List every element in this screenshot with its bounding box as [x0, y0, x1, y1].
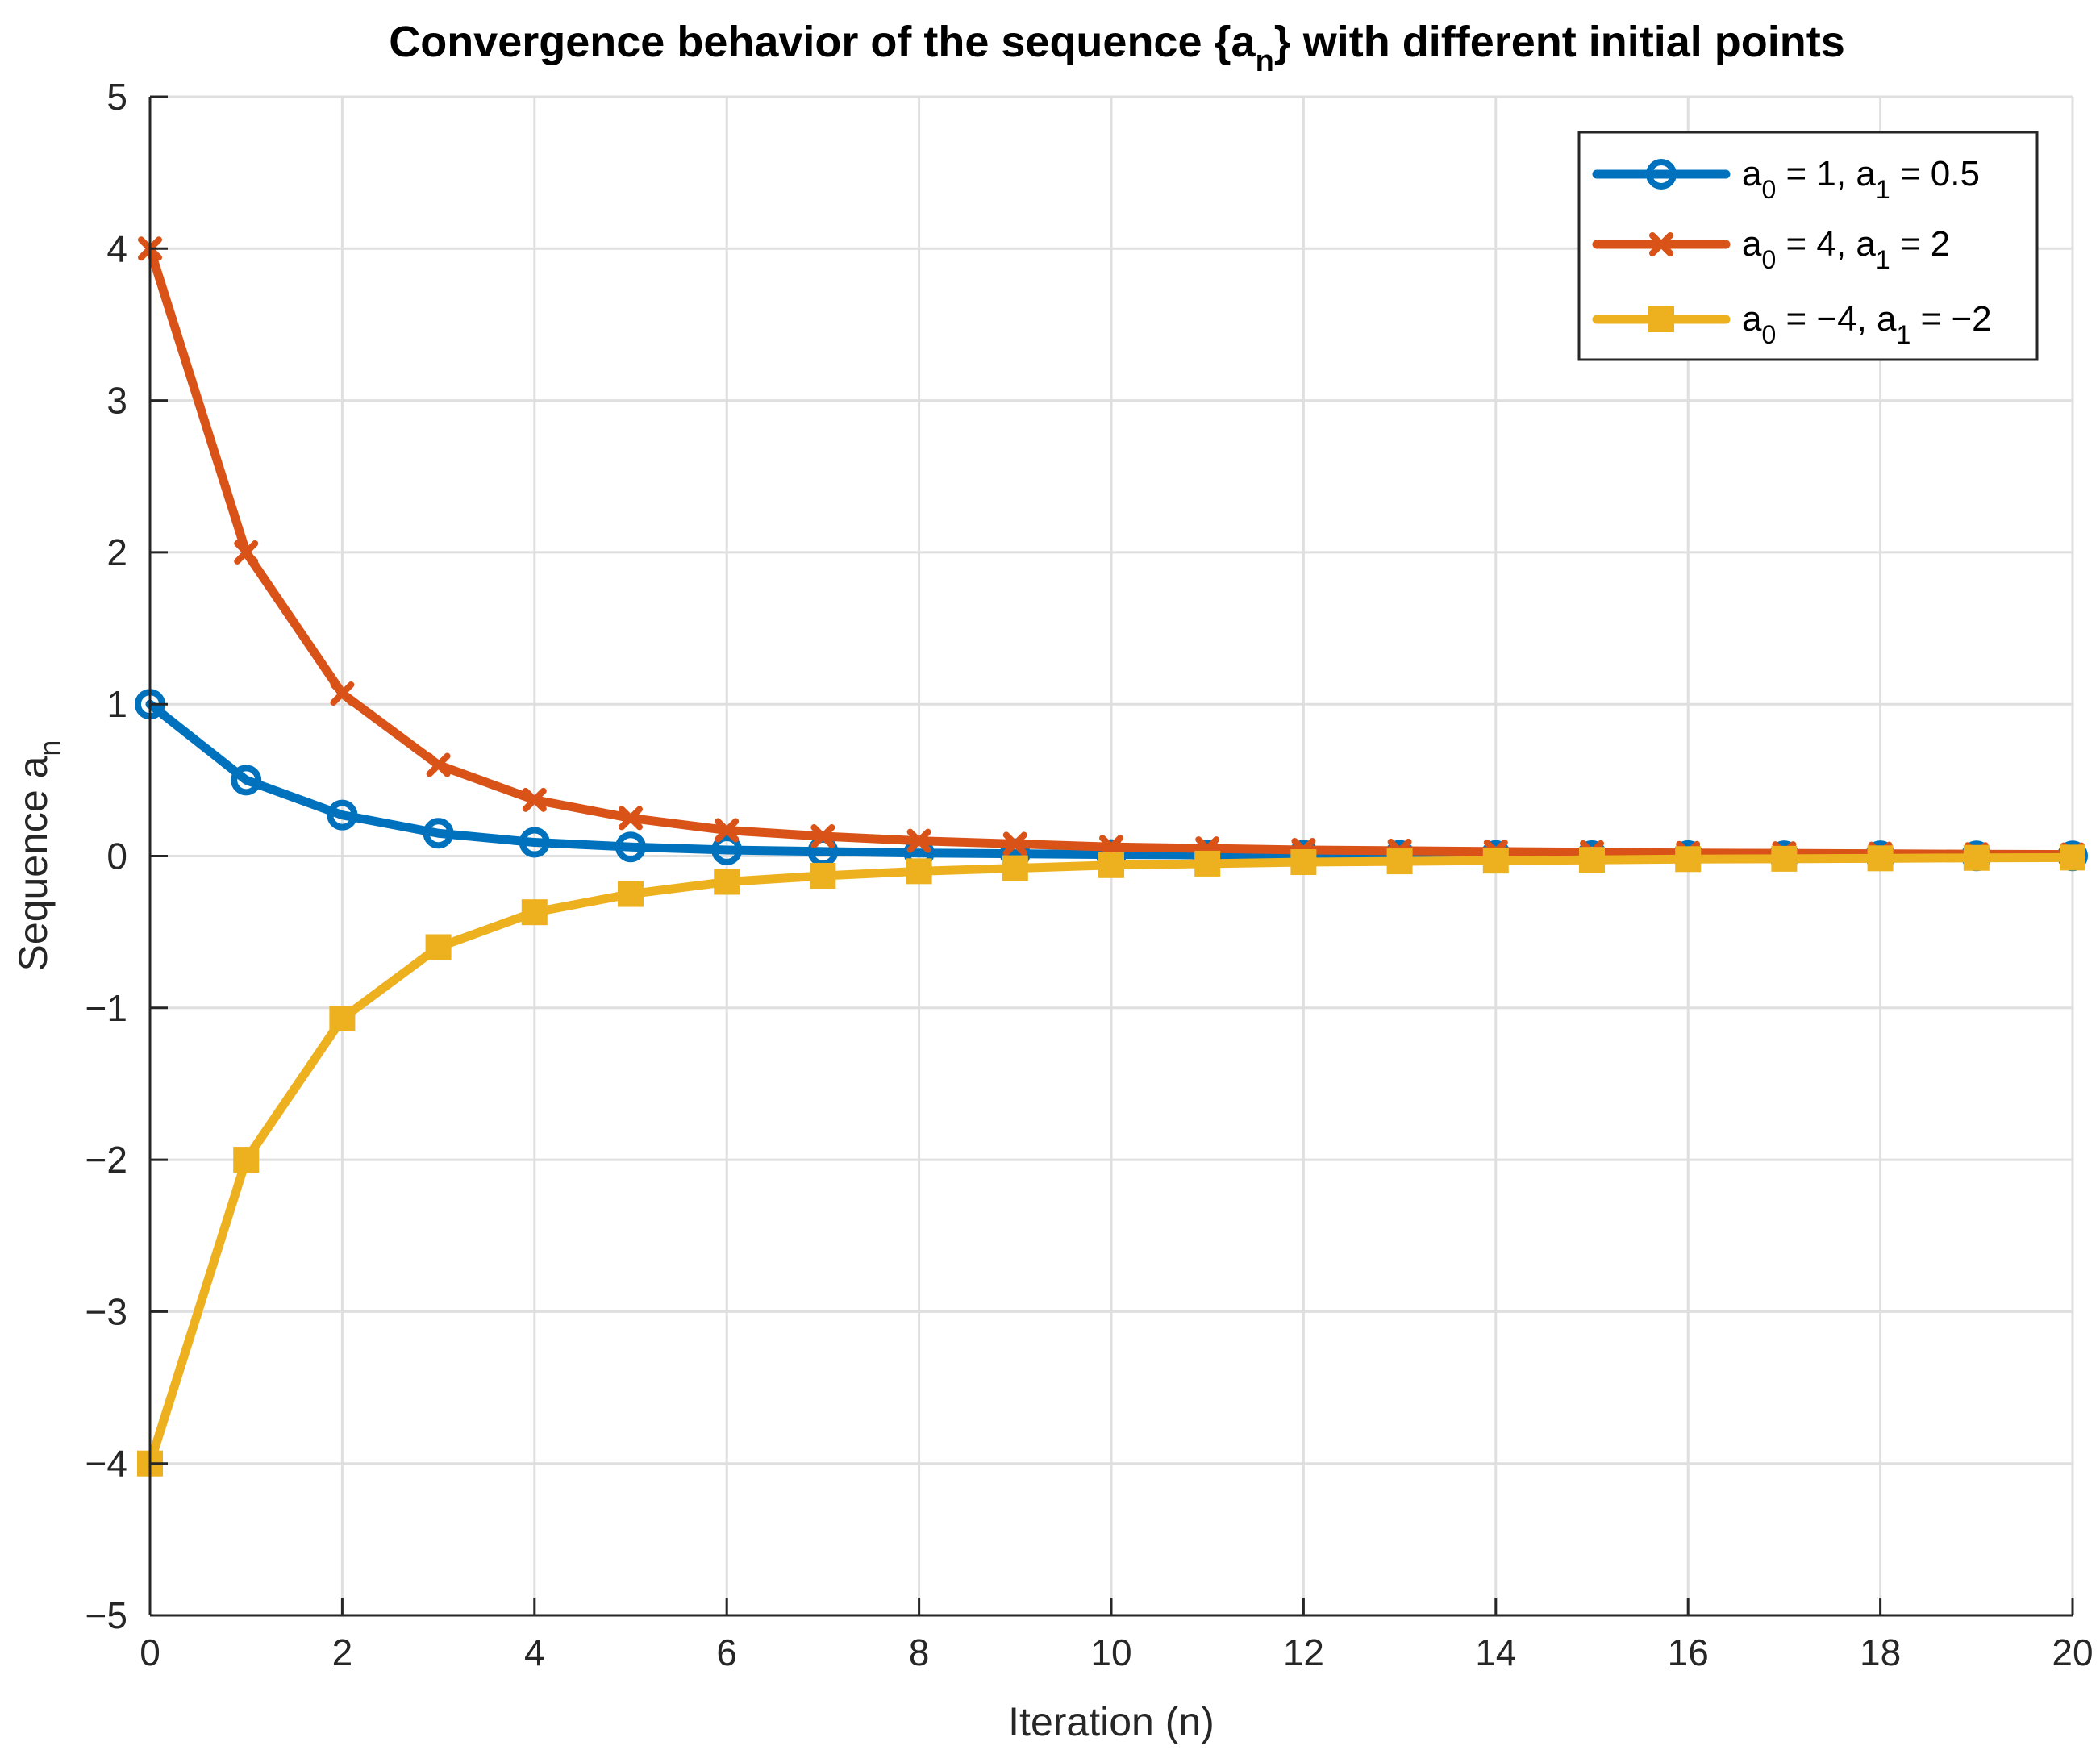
y-tick-label: 4 [106, 227, 127, 269]
y-tick-label: 3 [106, 380, 127, 422]
legend-item-1: a0 = 1, a1 = 0.5 [1592, 154, 1980, 204]
data-point [618, 881, 644, 907]
x-tick-label: 20 [2052, 1631, 2093, 1673]
data-point [1482, 848, 1509, 874]
legend-label: a0 = 4, a1 = 2 [1742, 224, 1950, 274]
legend-swatch-marker [1649, 232, 1673, 256]
legend: a0 = 1, a1 = 0.5 a0 = 4, a1 = 2 a0 = −4, a… [1577, 131, 2039, 361]
data-point [810, 824, 835, 849]
chart-title: Convergence behavior of the sequence {an… [389, 18, 1845, 78]
data-point [231, 765, 262, 796]
legend-item-3: a0 = −4, a1 = −2 [1592, 299, 1992, 349]
x-tick-label: 14 [1475, 1631, 1516, 1673]
data-point [327, 799, 358, 831]
data-point [425, 934, 452, 960]
y-tick-label: −1 [85, 987, 127, 1029]
x-tick-label: 2 [332, 1631, 353, 1673]
data-point [906, 828, 931, 853]
y-tick-label: 5 [106, 76, 127, 118]
data-point [233, 1147, 260, 1173]
data-point [906, 858, 932, 885]
data-point [1386, 848, 1413, 875]
data-point [715, 818, 740, 843]
x-tick-label: 6 [716, 1631, 737, 1673]
x-tick-label: 4 [524, 1631, 545, 1673]
data-point [2060, 844, 2085, 871]
data-point [1098, 852, 1124, 878]
data-point [810, 862, 836, 889]
data-point [330, 681, 355, 706]
data-point [1867, 845, 1894, 872]
data-point [619, 806, 643, 831]
data-point [1194, 850, 1221, 877]
y-tick-label: 2 [106, 531, 127, 573]
data-point [234, 540, 259, 565]
data-point [426, 752, 451, 777]
y-tick-label: −4 [85, 1443, 127, 1485]
data-point [519, 827, 550, 858]
legend-item-2: a0 = 4, a1 = 2 [1592, 224, 1950, 274]
x-axis-label: Iteration (n) [1008, 1699, 1215, 1744]
y-tick-label: −3 [85, 1290, 127, 1332]
legend-label: a0 = 1, a1 = 0.5 [1742, 154, 1980, 204]
axes [148, 95, 2074, 1617]
legend-swatch-marker [1648, 306, 1674, 332]
data-series [135, 236, 2088, 1477]
x-tick-label: 8 [909, 1631, 930, 1673]
x-tick-label: 16 [1668, 1631, 1709, 1673]
data-point [423, 818, 454, 849]
data-point [1675, 846, 1702, 873]
legend-label: a0 = −4, a1 = −2 [1742, 299, 1992, 349]
data-point [521, 899, 548, 926]
data-point [1290, 849, 1317, 876]
x-tick-label: 0 [140, 1631, 160, 1673]
y-tick-label: 0 [106, 835, 127, 877]
x-tick-label: 10 [1090, 1631, 1131, 1673]
data-point [522, 787, 547, 812]
y-tick-label: 1 [106, 683, 127, 725]
data-point [615, 831, 646, 863]
y-tick-label: −2 [85, 1139, 127, 1181]
data-point [714, 869, 740, 895]
data-point [1002, 831, 1027, 856]
data-point [1963, 844, 1990, 871]
x-tick-label: 12 [1283, 1631, 1324, 1673]
y-axis-label: Sequence an [10, 740, 66, 972]
legend-swatch-marker [1646, 159, 1677, 190]
data-point [1579, 847, 1605, 873]
data-point [1002, 855, 1028, 881]
x-tick-label: 18 [1860, 1631, 1901, 1673]
data-point [329, 1005, 356, 1031]
y-tick-label: −5 [85, 1594, 127, 1636]
data-point [1771, 845, 1798, 872]
data-point [711, 834, 743, 865]
series-3 [137, 844, 2085, 1477]
